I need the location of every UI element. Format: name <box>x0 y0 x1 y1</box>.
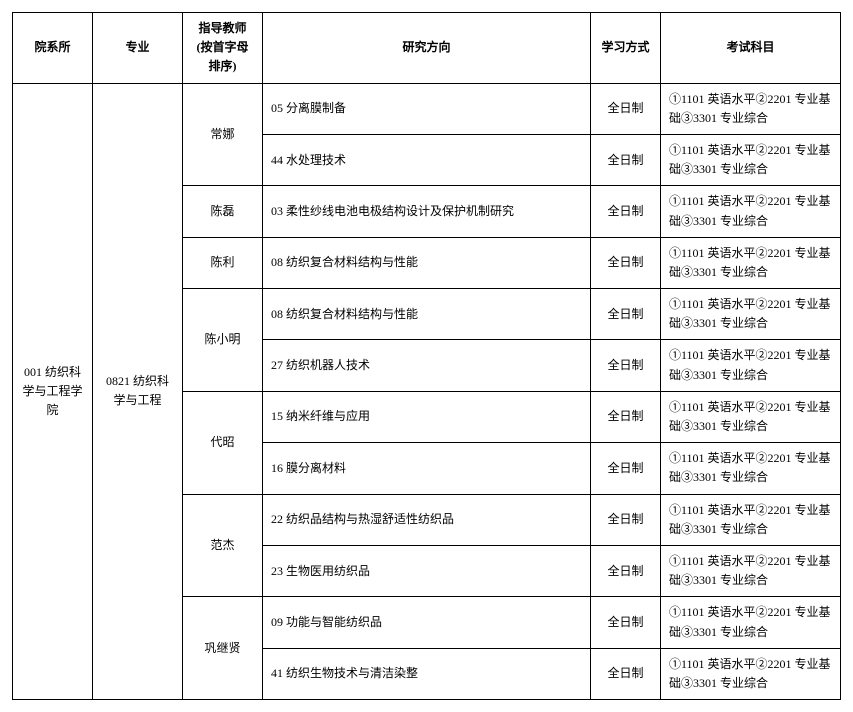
exam-cell: ①1101 英语水平②2201 专业基础③3301 专业综合 <box>661 134 841 185</box>
study-mode-cell: 全日制 <box>591 289 661 340</box>
header-major: 专业 <box>93 13 183 84</box>
header-department: 院系所 <box>13 13 93 84</box>
advisor-cell: 陈小明 <box>183 289 263 392</box>
direction-cell: 09 功能与智能纺织品 <box>263 597 591 648</box>
exam-cell: ①1101 英语水平②2201 专业基础③3301 专业综合 <box>661 83 841 134</box>
header-study-mode: 学习方式 <box>591 13 661 84</box>
study-mode-cell: 全日制 <box>591 237 661 288</box>
exam-cell: ①1101 英语水平②2201 专业基础③3301 专业综合 <box>661 648 841 699</box>
catalog-table: 院系所 专业 指导教师 (按首字母排序) 研究方向 学习方式 考试科目 001 … <box>12 12 841 700</box>
study-mode-cell: 全日制 <box>591 443 661 494</box>
exam-cell: ①1101 英语水平②2201 专业基础③3301 专业综合 <box>661 340 841 391</box>
study-mode-cell: 全日制 <box>591 83 661 134</box>
exam-cell: ①1101 英语水平②2201 专业基础③3301 专业综合 <box>661 289 841 340</box>
header-exam: 考试科目 <box>661 13 841 84</box>
study-mode-cell: 全日制 <box>591 648 661 699</box>
advisor-cell: 巩继贤 <box>183 597 263 700</box>
exam-cell: ①1101 英语水平②2201 专业基础③3301 专业综合 <box>661 545 841 596</box>
study-mode-cell: 全日制 <box>591 340 661 391</box>
direction-cell: 16 膜分离材料 <box>263 443 591 494</box>
direction-cell: 22 纺织品结构与热湿舒适性纺织品 <box>263 494 591 545</box>
direction-cell: 44 水处理技术 <box>263 134 591 185</box>
exam-cell: ①1101 英语水平②2201 专业基础③3301 专业综合 <box>661 494 841 545</box>
advisor-cell: 陈利 <box>183 237 263 288</box>
header-direction: 研究方向 <box>263 13 591 84</box>
direction-cell: 23 生物医用纺织品 <box>263 545 591 596</box>
direction-cell: 03 柔性纱线电池电极结构设计及保护机制研究 <box>263 186 591 237</box>
direction-cell: 08 纺织复合材料结构与性能 <box>263 237 591 288</box>
study-mode-cell: 全日制 <box>591 391 661 442</box>
major-cell: 0821 纺织科学与工程 <box>93 83 183 700</box>
direction-cell: 27 纺织机器人技术 <box>263 340 591 391</box>
table-body: 001 纺织科学与工程学院0821 纺织科学与工程常娜05 分离膜制备全日制①1… <box>13 83 841 700</box>
direction-cell: 41 纺织生物技术与清洁染整 <box>263 648 591 699</box>
direction-cell: 08 纺织复合材料结构与性能 <box>263 289 591 340</box>
department-cell: 001 纺织科学与工程学院 <box>13 83 93 700</box>
advisor-cell: 代昭 <box>183 391 263 494</box>
exam-cell: ①1101 英语水平②2201 专业基础③3301 专业综合 <box>661 186 841 237</box>
study-mode-cell: 全日制 <box>591 134 661 185</box>
direction-cell: 05 分离膜制备 <box>263 83 591 134</box>
advisor-cell: 陈磊 <box>183 186 263 237</box>
exam-cell: ①1101 英语水平②2201 专业基础③3301 专业综合 <box>661 391 841 442</box>
table-header-row: 院系所 专业 指导教师 (按首字母排序) 研究方向 学习方式 考试科目 <box>13 13 841 84</box>
advisor-cell: 范杰 <box>183 494 263 597</box>
direction-cell: 15 纳米纤维与应用 <box>263 391 591 442</box>
table-row: 001 纺织科学与工程学院0821 纺织科学与工程常娜05 分离膜制备全日制①1… <box>13 83 841 134</box>
advisor-cell: 常娜 <box>183 83 263 186</box>
study-mode-cell: 全日制 <box>591 545 661 596</box>
header-advisor: 指导教师 (按首字母排序) <box>183 13 263 84</box>
exam-cell: ①1101 英语水平②2201 专业基础③3301 专业综合 <box>661 597 841 648</box>
exam-cell: ①1101 英语水平②2201 专业基础③3301 专业综合 <box>661 237 841 288</box>
study-mode-cell: 全日制 <box>591 494 661 545</box>
study-mode-cell: 全日制 <box>591 186 661 237</box>
study-mode-cell: 全日制 <box>591 597 661 648</box>
exam-cell: ①1101 英语水平②2201 专业基础③3301 专业综合 <box>661 443 841 494</box>
